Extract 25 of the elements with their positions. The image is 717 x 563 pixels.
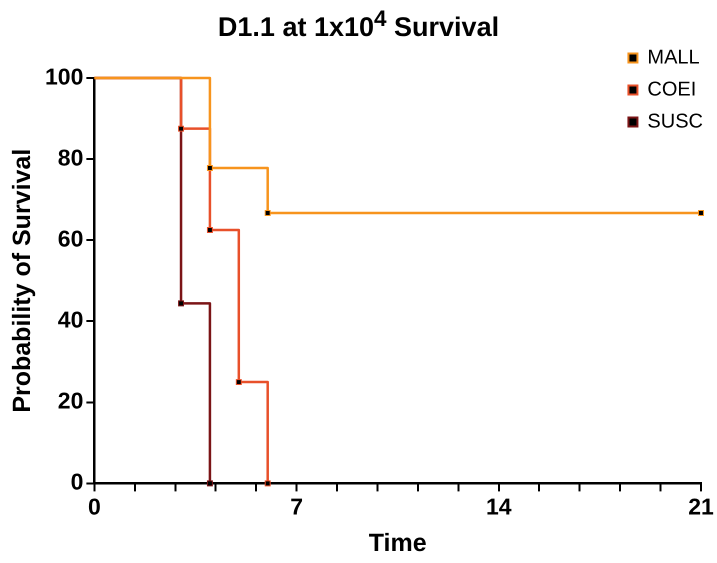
legend-label: SUSC xyxy=(647,110,704,133)
point xyxy=(698,210,704,216)
x-tick-label: 14 xyxy=(486,494,512,520)
y-tick-label: 20 xyxy=(58,388,84,414)
point xyxy=(178,126,184,132)
y-tick-label: 40 xyxy=(58,306,84,333)
point xyxy=(206,480,213,486)
point xyxy=(178,300,184,306)
x-tick-label: 21 xyxy=(688,494,714,520)
legend-label: MALL xyxy=(647,46,700,69)
point xyxy=(206,165,213,171)
y-tick-label: 60 xyxy=(58,226,84,252)
y-axis-title: Probability of Survival xyxy=(8,148,36,413)
y-tick-label: 80 xyxy=(58,144,84,170)
point xyxy=(264,210,271,216)
x-tick-label: 7 xyxy=(290,494,303,520)
point xyxy=(206,227,213,233)
point xyxy=(264,480,271,486)
y-tick-label: 0 xyxy=(70,468,84,495)
point xyxy=(236,379,242,386)
chart-title: D1.1 at 1x10$^{4}$ Survival xyxy=(216,6,500,43)
y-tick-label: 100 xyxy=(45,63,84,90)
x-axis-title: Time xyxy=(368,528,427,557)
legend-label: COEI xyxy=(647,78,696,101)
x-tick-label: 0 xyxy=(88,494,101,520)
